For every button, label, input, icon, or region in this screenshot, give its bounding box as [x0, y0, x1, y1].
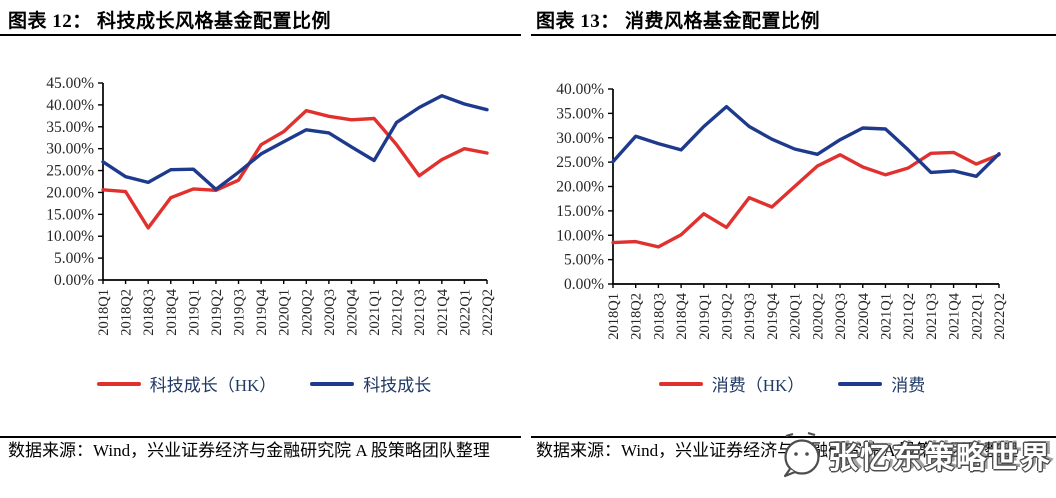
legend-label: 科技成长（HK）: [149, 376, 277, 395]
y-tick-label: 0.00%: [564, 276, 604, 293]
x-tick-label: 2020Q2: [299, 289, 315, 336]
y-tick-label: 30.00%: [46, 141, 94, 158]
y-tick-label: 25.00%: [46, 163, 94, 180]
x-tick-label: 2020Q1: [277, 289, 293, 336]
y-axis: 0.00% 5.00% 10.00% 15.00% 20.00% 25.00% 30.00%…: [46, 75, 104, 289]
y-tick-label: 10.00%: [556, 227, 604, 244]
series-line-科技成长（HK）: [101, 108, 489, 230]
x-tick-label: 2018Q1: [606, 293, 622, 340]
figure-12-tech-growth: 图表 12： 科技成长风格基金配置比例 0.00% 5.00% 10.00% 15.0…: [0, 11, 528, 460]
x-tick-label: 2021Q3: [924, 293, 940, 340]
x-tick-label: 2019Q4: [765, 292, 781, 339]
legend-label: 消费: [891, 376, 926, 395]
y-tick-label: 45.00%: [46, 75, 94, 92]
y-tick-label: 0.00%: [54, 272, 94, 289]
x-tick-label: 2019Q3: [232, 289, 248, 336]
x-axis: 2018Q1 2018Q2 2018Q3 2018Q4 2019Q1 2019Q2 2019…: [606, 283, 1008, 340]
x-tick-label: 2019Q2: [720, 293, 736, 340]
y-tick-label: 20.00%: [556, 179, 604, 196]
y-tick-label: 35.00%: [46, 119, 94, 136]
x-tick-label: 2021Q2: [390, 289, 406, 336]
x-tick-label: 2022Q1: [457, 289, 473, 336]
source-note: 数据来源：Wind，兴业证券经济与金融研究院 A 股策略团队整理: [8, 441, 490, 460]
blue-line-swatch: [310, 381, 355, 386]
x-axis: 2018Q1 2018Q2 2018Q3 2018Q4 2019Q1 2019Q2 2019…: [96, 279, 496, 336]
x-tick-label: 2021Q1: [878, 293, 894, 340]
figure-title: 图表 12： 科技成长风格基金配置比例: [8, 11, 332, 32]
y-tick-label: 20.00%: [46, 184, 94, 201]
legend-item: 消费（HK）: [658, 371, 805, 396]
x-tick-label: 2021Q3: [412, 289, 428, 336]
x-tick-label: 2020Q4: [856, 292, 872, 339]
y-tick-label: 40.00%: [46, 97, 94, 114]
y-tick-label: 35.00%: [556, 105, 604, 122]
x-tick-label: 2018Q4: [674, 292, 690, 339]
x-tick-label: 2019Q1: [186, 289, 202, 336]
x-tick-label: 2019Q4: [254, 288, 270, 335]
red-line-swatch: [96, 381, 141, 386]
tech-growth-line-chart: 0.00% 5.00% 10.00% 15.00% 20.00% 25.00% 30.00%…: [46, 75, 496, 336]
figure-13-consumption: 图表 13： 消费风格基金配置比例 0.00% 5.00% 10.00% 15.00%…: [528, 0, 1056, 498]
y-tick-label: 40.00%: [556, 81, 604, 98]
x-tick-label: 2021Q1: [367, 289, 383, 336]
x-tick-label: 2021Q4: [947, 292, 963, 339]
x-tick-label: 2022Q2: [480, 289, 496, 336]
y-axis: 0.00% 5.00% 10.00% 15.00% 20.00% 25.00% 30.00%…: [556, 81, 614, 293]
chart-legend: 消费（HK） 消费: [528, 371, 1056, 396]
series-line-科技成长: [101, 94, 489, 192]
legend-item: 消费: [838, 371, 925, 396]
x-tick-label: 2018Q1: [96, 289, 112, 336]
x-tick-label: 2022Q2: [992, 293, 1008, 340]
x-tick-label: 2022Q1: [969, 293, 985, 340]
source-divider: [0, 436, 521, 438]
legend-label: 科技成长: [363, 376, 432, 395]
x-tick-label: 2019Q1: [697, 293, 713, 340]
x-tick-label: 2020Q2: [810, 293, 826, 340]
title-divider: [0, 34, 521, 36]
y-tick-label: 15.00%: [46, 206, 94, 223]
x-tick-label: 2021Q2: [901, 293, 917, 340]
x-tick-label: 2020Q1: [788, 293, 804, 340]
y-tick-label: 5.00%: [564, 252, 604, 269]
consumption-line-chart: 0.00% 5.00% 10.00% 15.00% 20.00% 25.00% 30.00%…: [556, 81, 1008, 340]
chart-legend: 科技成长（HK） 科技成长: [0, 371, 528, 396]
x-tick-label: 2020Q3: [833, 293, 849, 340]
source-divider: [531, 436, 1056, 438]
x-tick-label: 2018Q3: [141, 289, 157, 336]
source-note: 数据来源：Wind，兴业证券经济与金融研究院 A 股策略团队整理: [536, 441, 1018, 460]
legend-item: 科技成长: [310, 371, 431, 396]
x-tick-label: 2021Q4: [435, 288, 451, 335]
blue-line-swatch: [838, 381, 883, 386]
y-tick-label: 25.00%: [556, 154, 604, 171]
x-tick-label: 2018Q2: [119, 289, 135, 336]
y-tick-label: 5.00%: [54, 250, 94, 267]
title-divider: [531, 34, 1056, 36]
y-tick-label: 30.00%: [556, 130, 604, 147]
series-line-消费（HK）: [611, 150, 1001, 249]
legend-item: 科技成长（HK）: [96, 371, 277, 396]
x-tick-label: 2018Q3: [651, 293, 667, 340]
y-tick-label: 10.00%: [46, 228, 94, 245]
legend-label: 消费（HK）: [711, 376, 805, 395]
figure-title: 图表 13： 消费风格基金配置比例: [536, 11, 821, 32]
y-tick-label: 15.00%: [556, 203, 604, 220]
x-tick-label: 2019Q2: [209, 289, 225, 336]
x-tick-label: 2019Q3: [742, 293, 758, 340]
x-tick-label: 2018Q4: [164, 288, 180, 335]
x-tick-label: 2020Q4: [344, 288, 360, 335]
red-line-swatch: [658, 381, 703, 386]
x-tick-label: 2020Q3: [322, 289, 338, 336]
series-line-消费: [611, 104, 1001, 179]
x-tick-label: 2018Q2: [629, 293, 645, 340]
